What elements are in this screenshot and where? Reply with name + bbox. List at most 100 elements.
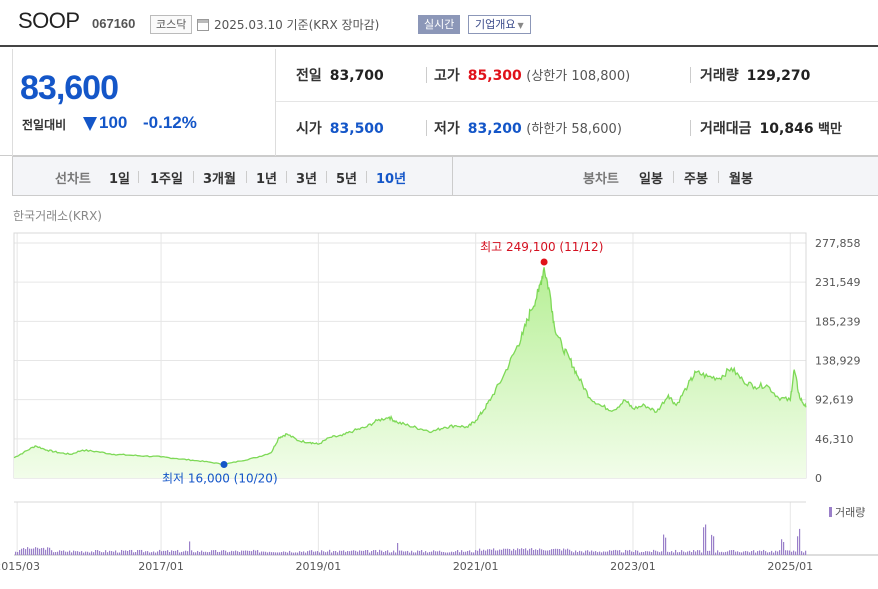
volume-bar	[171, 550, 173, 555]
volume-bar	[19, 550, 21, 555]
volume-bar	[101, 552, 103, 555]
stat-high: 고가 85,300 (상한가 108,800)	[434, 65, 630, 85]
volume-bar	[491, 549, 493, 555]
stat-value: 85,300	[467, 68, 522, 84]
volume-bar	[627, 550, 629, 555]
price-line	[13, 267, 807, 466]
volume-bar	[577, 552, 579, 555]
volume-bar	[429, 551, 431, 555]
volume-bar	[749, 552, 751, 555]
divider	[690, 67, 691, 83]
volume-bar	[217, 551, 219, 555]
volume-bar	[133, 552, 135, 555]
volume-bar	[373, 550, 375, 555]
x-tick-label: 2023/01	[610, 560, 656, 573]
volume-bar	[115, 550, 117, 555]
period-1w[interactable]: 1주일	[150, 172, 183, 187]
volume-bar	[493, 548, 495, 555]
stat-unit: 백만	[818, 122, 842, 137]
volume-bar	[573, 552, 575, 555]
divider	[326, 171, 327, 183]
volume-bar	[327, 551, 329, 555]
volume-bar	[561, 550, 563, 555]
volume-bar	[131, 549, 133, 555]
volume-bar	[407, 550, 409, 555]
volume-bar	[583, 552, 585, 555]
volume-bar	[401, 550, 403, 555]
volume-bar	[413, 552, 415, 555]
volume-bar	[197, 550, 199, 555]
price-chart[interactable]: 277,858 231,549 185,239 138,929 92,619 46,310…	[0, 225, 878, 589]
volume-bar	[93, 552, 95, 555]
period-1y[interactable]: 1년	[256, 172, 278, 187]
volume-bar	[669, 552, 671, 555]
volume-bar	[271, 552, 273, 555]
volume-bar	[145, 551, 147, 555]
min-marker	[220, 460, 228, 468]
volume-bar	[673, 552, 675, 555]
company-overview-button[interactable]: 기업개요 ▼	[468, 15, 531, 34]
volume-bar	[119, 552, 121, 555]
volume-bar	[675, 549, 677, 555]
volume-bar	[321, 550, 323, 555]
divider	[426, 120, 427, 136]
volume-bar	[135, 552, 137, 555]
volume-bar	[311, 550, 313, 555]
candle-weekly[interactable]: 주봉	[684, 172, 708, 187]
upper-limit: (상한가 108,800)	[526, 69, 631, 84]
candle-monthly[interactable]: 월봉	[729, 172, 753, 187]
volume-bar	[451, 551, 453, 555]
realtime-button[interactable]: 실시간	[418, 15, 461, 34]
volume-bar	[27, 547, 29, 555]
volume-bar	[715, 552, 717, 555]
period-10y[interactable]: 10년	[376, 172, 407, 187]
volume-bar	[71, 552, 73, 555]
period-3y[interactable]: 3년	[296, 172, 318, 187]
volume-bar	[223, 550, 225, 555]
volume-bar	[671, 551, 673, 555]
volume-bar	[31, 548, 33, 555]
volume-bar	[439, 550, 441, 555]
volume-bar	[601, 552, 603, 555]
period-5y[interactable]: 5년	[336, 172, 358, 187]
volume-bar	[177, 549, 179, 555]
volume-bar	[301, 551, 303, 555]
price-area	[14, 267, 806, 478]
volume-bar	[751, 551, 753, 555]
volume-bar	[215, 550, 217, 555]
volume-bar	[521, 548, 523, 555]
volume-bar	[159, 549, 161, 555]
candle-daily[interactable]: 일봉	[639, 172, 663, 187]
volume-bar	[569, 549, 571, 555]
divider	[426, 67, 427, 83]
volume-bar	[733, 549, 735, 555]
volume-bar	[235, 550, 237, 555]
stat-amount: 거래대금 10,846 백만	[700, 118, 842, 138]
volume-bar	[351, 550, 353, 555]
volume-bar	[761, 551, 763, 555]
volume-bar	[591, 550, 593, 555]
volume-bar	[595, 551, 597, 555]
volume-bar	[377, 552, 379, 555]
volume-bar	[677, 552, 679, 555]
period-1d[interactable]: 1일	[109, 172, 131, 187]
volume-bar	[175, 550, 177, 555]
volume-bar	[635, 550, 637, 555]
volume-bar	[185, 550, 187, 555]
change-label: 전일대비	[22, 118, 67, 132]
volume-bar	[515, 550, 517, 555]
volume-bar	[269, 551, 271, 555]
volume-bar	[461, 550, 463, 555]
volume-bar	[659, 552, 661, 555]
volume-bar	[397, 543, 399, 555]
volume-bar	[709, 550, 711, 555]
volume-bar	[559, 549, 561, 555]
volume-bar	[335, 550, 337, 555]
volume-bar	[683, 551, 685, 555]
volume-bar	[47, 547, 49, 555]
period-3m[interactable]: 3개월	[203, 172, 236, 187]
stat-label: 거래대금	[700, 121, 752, 137]
volume-bar	[41, 548, 43, 555]
volume-bar	[479, 548, 481, 555]
volume-bar	[477, 550, 479, 555]
